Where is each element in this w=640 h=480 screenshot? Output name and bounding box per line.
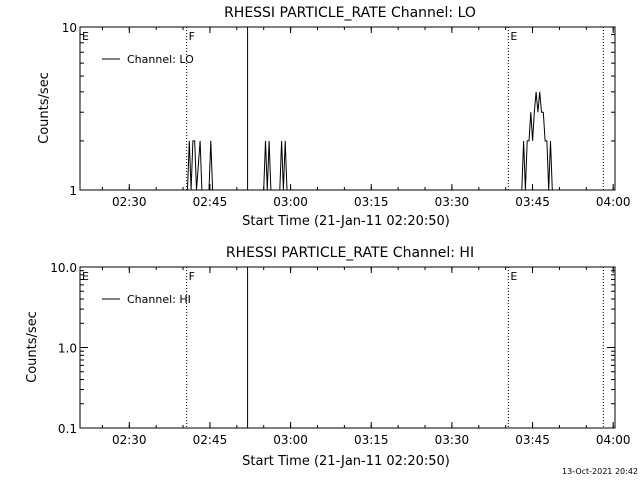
legend-label: Channel: LO bbox=[127, 53, 194, 66]
x-tick-label: 03:45 bbox=[515, 433, 550, 447]
x-tick-label: 02:30 bbox=[112, 433, 147, 447]
hi-channel-panel: RHESSI PARTICLE_RATE Channel: HI Start T… bbox=[25, 245, 631, 469]
x-axis-label: Start Time (21-Jan-11 02:20:50) bbox=[242, 214, 450, 229]
event-marker-label: E bbox=[82, 30, 89, 43]
x-tick-label: 04:00 bbox=[596, 195, 631, 209]
event-marker-label: F bbox=[189, 270, 195, 283]
x-tick-label: 03:30 bbox=[435, 195, 470, 209]
chart-title: RHESSI PARTICLE_RATE Channel: LO bbox=[224, 5, 476, 21]
series-line bbox=[187, 91, 555, 191]
y-tick-label: 10 bbox=[62, 21, 77, 35]
x-tick-label: 03:45 bbox=[515, 195, 550, 209]
y-tick-label: 0.1 bbox=[58, 422, 77, 436]
legend-label: Channel: HI bbox=[127, 293, 191, 306]
lo-channel-panel: RHESSI PARTICLE_RATE Channel: LO Start T… bbox=[37, 5, 631, 229]
y-tick-label: 1.0 bbox=[58, 342, 77, 356]
plot-frame bbox=[79, 266, 616, 429]
x-tick-label: 03:00 bbox=[273, 433, 308, 447]
footer-timestamp: 13-Oct-2021 20:42 bbox=[562, 467, 638, 476]
x-tick-label: 02:45 bbox=[193, 195, 228, 209]
x-tick-label: 03:30 bbox=[435, 433, 470, 447]
x-tick-label: 02:45 bbox=[193, 433, 228, 447]
event-marker-label: E bbox=[82, 270, 89, 283]
event-marker-label: F bbox=[189, 30, 195, 43]
y-axis-label: Counts/sec bbox=[25, 311, 40, 383]
event-marker-label: E bbox=[510, 30, 517, 43]
x-tick-label: 03:15 bbox=[354, 433, 389, 447]
x-axis-label: Start Time (21-Jan-11 02:20:50) bbox=[242, 454, 450, 469]
x-tick-label: 04:00 bbox=[596, 433, 631, 447]
event-marker-label: E bbox=[510, 270, 517, 283]
y-tick-label: 10.0 bbox=[50, 261, 77, 275]
chart-title: RHESSI PARTICLE_RATE Channel: HI bbox=[226, 245, 474, 261]
y-axis-label: Counts/sec bbox=[37, 72, 52, 144]
x-tick-label: 03:00 bbox=[273, 195, 308, 209]
y-tick-label: 1 bbox=[69, 184, 77, 198]
x-tick-label: 02:30 bbox=[112, 195, 147, 209]
x-tick-label: 03:15 bbox=[354, 195, 389, 209]
